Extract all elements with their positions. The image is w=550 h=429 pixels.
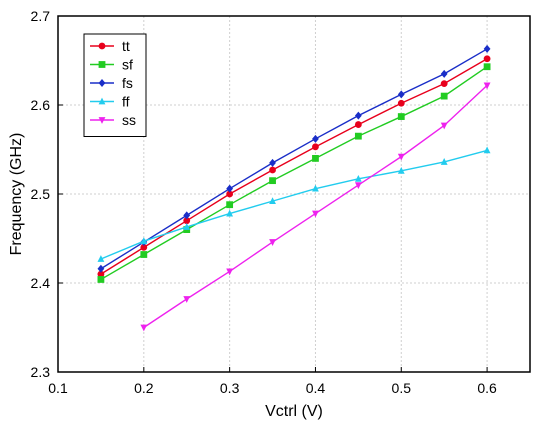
data-point-sf bbox=[354, 132, 362, 140]
data-point-ss bbox=[183, 296, 191, 303]
data-point-sf bbox=[97, 276, 105, 283]
data-point-fs bbox=[183, 211, 191, 220]
y-tick-label: 2.3 bbox=[31, 364, 51, 380]
legend-label: tt bbox=[122, 38, 130, 54]
y-tick-label: 2.5 bbox=[31, 186, 51, 202]
x-tick-label: 0.5 bbox=[392, 380, 412, 396]
data-point-fs bbox=[312, 134, 319, 143]
data-point-fs bbox=[97, 264, 105, 273]
series-line-ff bbox=[100, 149, 488, 260]
data-point-tt bbox=[97, 270, 105, 278]
x-tick-label: 0.4 bbox=[306, 380, 326, 396]
data-point-sf bbox=[397, 113, 405, 120]
legend-swatch-marker bbox=[98, 61, 106, 68]
legend-swatch-marker bbox=[98, 42, 106, 50]
y-tick-label: 2.7 bbox=[31, 8, 51, 24]
data-point-ss bbox=[440, 122, 448, 130]
data-point-ff bbox=[440, 158, 448, 165]
data-point-ss bbox=[312, 210, 319, 218]
data-point-tt bbox=[183, 217, 191, 225]
data-point-ff bbox=[354, 174, 362, 182]
legend-item-ff: ff bbox=[90, 94, 130, 110]
legend-label: ss bbox=[122, 112, 136, 128]
series-line-sf bbox=[100, 66, 488, 281]
data-point-fs bbox=[269, 158, 276, 167]
data-point-fs bbox=[440, 69, 448, 78]
data-point-fs bbox=[397, 90, 405, 99]
data-point-tt bbox=[483, 55, 491, 63]
x-tick-label: 0.1 bbox=[48, 380, 68, 396]
legend-box bbox=[83, 33, 147, 137]
data-point-sf bbox=[226, 201, 234, 209]
data-point-tt bbox=[354, 121, 362, 128]
legend-swatch-marker bbox=[98, 97, 106, 105]
legend-swatch-marker bbox=[98, 79, 106, 87]
legend-item-tt: tt bbox=[90, 38, 130, 54]
data-point-sf bbox=[483, 63, 491, 71]
legend-label: sf bbox=[122, 57, 133, 73]
ticks: 0.1 0.2 0.3 0.4 0.5 0.6 2.3 2.4 2.5 2.6 2.7 bbox=[31, 8, 498, 396]
y-axis-label: Frequency (GHz) bbox=[8, 133, 25, 256]
y-tick-label: 2.6 bbox=[31, 97, 51, 113]
data-point-ff bbox=[183, 223, 191, 230]
data-point-ff bbox=[226, 209, 234, 217]
data-point-tt bbox=[312, 143, 319, 151]
data-point-ss bbox=[226, 268, 234, 276]
data-point-ff bbox=[397, 166, 405, 174]
legend-label: fs bbox=[122, 75, 133, 91]
data-point-ff bbox=[140, 237, 148, 245]
legend-item-sf: sf bbox=[90, 57, 133, 73]
data-point-ss bbox=[483, 82, 491, 90]
series-sf bbox=[97, 63, 491, 283]
x-tick-label: 0.6 bbox=[477, 380, 497, 396]
series-layer bbox=[97, 44, 491, 332]
data-point-sf bbox=[140, 251, 148, 258]
series-ff bbox=[97, 146, 491, 262]
x-tick-label: 0.2 bbox=[134, 380, 154, 396]
legend-item-fs: fs bbox=[90, 75, 133, 91]
series-tt bbox=[97, 55, 491, 278]
data-point-fs bbox=[354, 111, 362, 120]
legend-swatch-marker bbox=[98, 117, 106, 124]
series-fs bbox=[97, 44, 491, 273]
legend-label: ff bbox=[122, 94, 130, 110]
series-line-fs bbox=[100, 48, 488, 270]
data-point-ss bbox=[354, 182, 362, 189]
data-point-sf bbox=[440, 92, 448, 100]
data-point-ff bbox=[483, 146, 491, 154]
y-tick-label: 2.4 bbox=[31, 275, 51, 291]
legend: tt sf fs ff ss bbox=[83, 33, 147, 137]
legend-item-ss: ss bbox=[90, 112, 136, 128]
data-point-ss bbox=[269, 239, 276, 246]
data-point-sf bbox=[269, 177, 276, 185]
data-point-ff bbox=[97, 255, 105, 262]
data-point-ff bbox=[312, 184, 319, 192]
data-point-sf bbox=[312, 155, 319, 162]
data-point-ss bbox=[397, 153, 405, 161]
data-point-tt bbox=[140, 244, 148, 251]
data-point-ff bbox=[269, 197, 276, 205]
data-point-tt bbox=[397, 99, 405, 107]
data-point-tt bbox=[440, 80, 448, 88]
x-tick-label: 0.3 bbox=[220, 380, 240, 396]
data-point-fs bbox=[483, 44, 491, 53]
series-line-tt bbox=[100, 58, 488, 275]
x-axis-label: Vctrl (V) bbox=[265, 403, 323, 420]
data-point-tt bbox=[226, 190, 234, 198]
series-ss bbox=[140, 82, 491, 332]
data-point-fs bbox=[226, 184, 234, 193]
data-point-ss bbox=[140, 324, 148, 332]
data-point-tt bbox=[269, 166, 276, 174]
